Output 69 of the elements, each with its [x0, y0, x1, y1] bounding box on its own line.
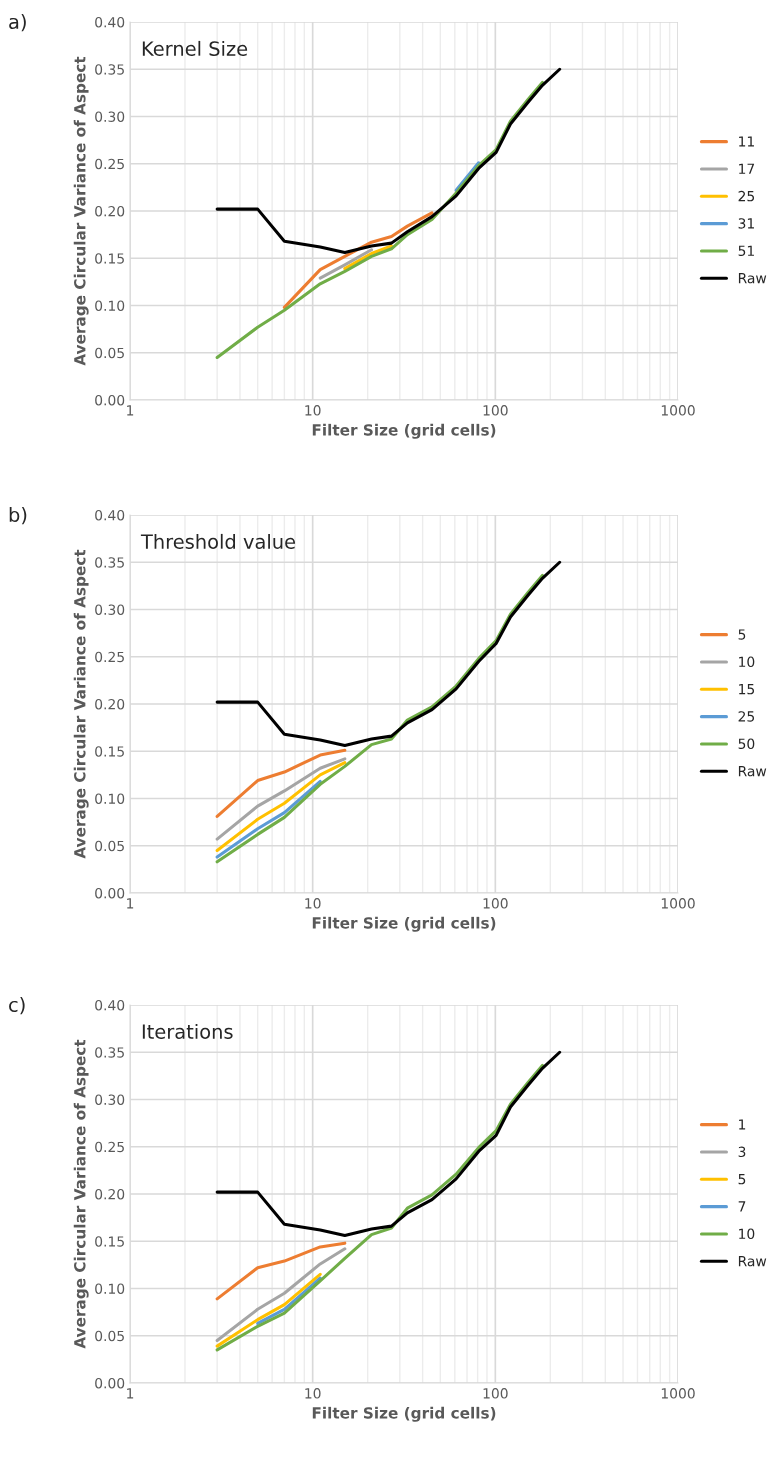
y-tick-label: 0.35	[95, 64, 124, 75]
legend-label: 5	[738, 629, 746, 640]
legend-label: Raw	[738, 766, 767, 777]
y-tick-label: 0.25	[95, 651, 124, 663]
x-tick-label: 1000	[661, 405, 695, 416]
legend-label: Raw	[738, 1256, 767, 1267]
legend-label: Raw	[738, 273, 767, 284]
y-tick-label: 0.15	[95, 253, 124, 264]
legend-label: 11	[739, 136, 754, 147]
legend-label: 10	[739, 656, 755, 668]
x-tick-label: 1	[127, 405, 134, 416]
legend-label: 1	[739, 1119, 746, 1130]
y-axis-title: Average Circular Variance of Aspect	[73, 1039, 89, 1349]
y-tick-label: 0.20	[95, 1188, 125, 1200]
legend-label: 17	[739, 163, 755, 174]
x-tick-label: 1	[127, 898, 134, 909]
x-axis-title: Filter Size (grid cells)	[312, 1406, 496, 1422]
y-tick-label: 0.00	[95, 887, 125, 899]
y-tick-label: 0.30	[95, 111, 125, 122]
y-tick-label: 0.20	[95, 205, 125, 217]
y-tick-label: 0.25	[95, 1141, 124, 1153]
text: a)	[9, 14, 26, 32]
legend-label: 50	[738, 738, 755, 750]
y-tick-label: 0.00	[95, 1377, 125, 1389]
y-tick-label: 0.20	[95, 698, 125, 710]
x-tick-label: 1000	[661, 898, 695, 909]
y-tick-label: 0.00	[95, 394, 125, 406]
x-tick-label: 100	[483, 898, 508, 909]
legend-label: 31	[738, 218, 754, 229]
x-axis-title: Filter Size (grid cells)	[312, 423, 496, 439]
text: Kernel Size	[142, 40, 248, 56]
y-tick-label: 0.15	[95, 746, 124, 757]
legend-label: 25	[738, 190, 755, 202]
y-tick-label: 0.10	[95, 793, 125, 804]
y-tick-label: 0.40	[95, 999, 125, 1011]
legend-label: 15	[739, 684, 755, 695]
y-tick-label: 0.10	[95, 1283, 125, 1294]
text: Iterations	[142, 1023, 233, 1039]
legend-label: 7	[738, 1201, 746, 1212]
y-tick-label: 0.35	[95, 557, 124, 568]
text: b)	[9, 507, 27, 525]
text: c)	[9, 997, 25, 1015]
x-tick-label: 1	[127, 1388, 134, 1399]
y-axis-title: Average Circular Variance of Aspect	[73, 56, 89, 366]
y-tick-label: 0.25	[95, 158, 124, 170]
y-axis-title: Average Circular Variance of Aspect	[73, 549, 89, 859]
y-tick-label: 0.30	[95, 604, 125, 615]
x-tick-label: 1000	[661, 1388, 695, 1399]
legend-label: 25	[738, 711, 755, 722]
y-tick-label: 0.35	[95, 1047, 124, 1058]
legend-label: 5	[738, 1174, 746, 1185]
y-tick-label: 0.10	[95, 300, 125, 311]
y-tick-label: 0.40	[95, 509, 125, 521]
text: Threshold value	[140, 533, 296, 549]
x-tick-label: 100	[483, 1388, 508, 1399]
x-tick-label: 10	[305, 1388, 321, 1399]
legend-label: 51	[738, 245, 754, 257]
x-tick-label: 10	[305, 898, 321, 909]
x-tick-label: 10	[305, 405, 321, 416]
y-tick-label: 0.30	[95, 1094, 125, 1105]
y-tick-label: 0.05	[95, 1330, 124, 1342]
y-tick-label: 0.40	[95, 16, 125, 28]
x-axis-title: Filter Size (grid cells)	[312, 916, 496, 932]
y-tick-label: 0.05	[95, 840, 124, 852]
x-tick-label: 100	[483, 405, 508, 416]
y-tick-label: 0.15	[95, 1236, 124, 1247]
y-tick-label: 0.05	[95, 347, 124, 359]
legend-label: 3	[738, 1146, 746, 1158]
legend-label: 10	[739, 1228, 755, 1240]
